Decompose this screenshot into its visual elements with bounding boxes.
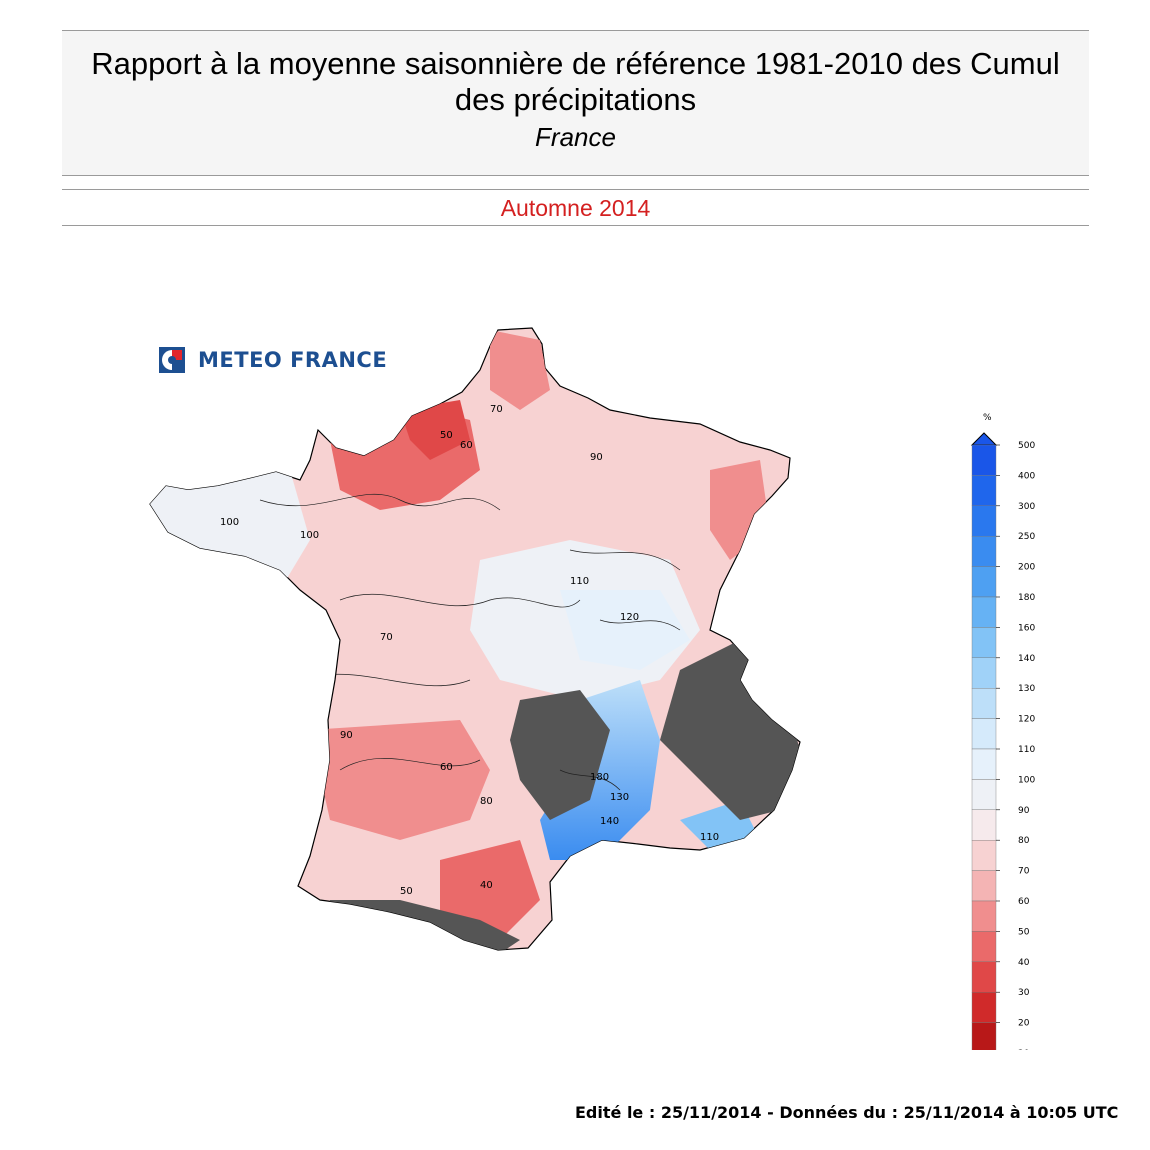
footer-edit-info: Edité le : 25/11/2014 - Données du : 25/…	[575, 1103, 1119, 1122]
legend-tick-label: 300	[1018, 502, 1035, 512]
legend-tick-label: 30	[1018, 988, 1030, 998]
legend-band	[971, 809, 997, 841]
period-label: Automne 2014	[500, 195, 651, 221]
contour-label: 130	[610, 792, 629, 803]
legend-band	[971, 688, 997, 719]
legend-band	[971, 627, 997, 658]
contour-label: 80	[480, 796, 493, 807]
contour-label: 50	[440, 430, 453, 441]
contour-label: 40	[480, 880, 493, 891]
contour-label: 120	[620, 612, 639, 623]
legend-tick-label: 40	[1018, 958, 1030, 968]
contour-label: 60	[460, 440, 473, 451]
precipitation-map: 50 60 70 80 90 100 110 120 130 140 180 4…	[149, 327, 801, 951]
legend-tick-label: 70	[1018, 867, 1030, 877]
legend-tick-label: 20	[1018, 1019, 1030, 1029]
contour-label: 100	[300, 530, 319, 541]
legend-tick-label: 130	[1018, 684, 1035, 694]
legend-band	[971, 475, 997, 507]
contour-label: 70	[490, 404, 503, 415]
legend-band	[971, 596, 997, 628]
legend-band	[971, 870, 997, 902]
legend-band	[971, 961, 997, 993]
legend-band	[971, 840, 997, 871]
legend-tick-label: 80	[1018, 836, 1030, 846]
legend-tick-label: 20	[1018, 1049, 1030, 1050]
legend-bands: 500 400 300 250 200 180 160 140 130 120 110 100 90 80…	[970, 432, 1035, 1050]
legend-tick-label: 140	[1018, 654, 1035, 664]
map-title: Rapport à la moyenne saisonnière de réfé…	[91, 46, 1060, 117]
legend-band	[971, 535, 997, 567]
legend-band	[971, 779, 997, 810]
contour-label: 50	[400, 886, 413, 897]
contour-label: 180	[590, 772, 609, 783]
legend-tick-label: 160	[1018, 623, 1035, 633]
legend: % 500 400 300 250 200 180 160 140 130 120 110 100 90…	[970, 413, 1035, 1050]
contour-label: 90	[590, 452, 603, 463]
divider-bottom	[62, 225, 1089, 226]
legend-tick-label: 250	[1018, 532, 1035, 542]
contour-label: 100	[220, 517, 239, 528]
legend-unit: %	[983, 413, 992, 423]
meteo-france-logo-icon	[159, 347, 185, 373]
title-box: Rapport à la moyenne saisonnière de réfé…	[62, 30, 1089, 176]
contour-label: 70	[380, 632, 393, 643]
contour-label: 60	[440, 762, 453, 773]
legend-band	[971, 657, 997, 689]
legend-arrow-top	[970, 432, 998, 446]
legend-tick-label: 90	[1018, 806, 1030, 816]
legend-tick-label: 120	[1018, 715, 1035, 725]
contour-label: 90	[340, 730, 353, 741]
legend-band	[971, 1022, 997, 1050]
contour-label: 80	[560, 372, 573, 383]
legend-tick-label: 400	[1018, 471, 1035, 481]
legend-tick-label: 50	[1018, 927, 1030, 937]
contour-label: 110	[570, 576, 589, 587]
meteo-france-logo-text: METEO FRANCE	[198, 348, 388, 372]
legend-band	[971, 566, 997, 598]
legend-tick-label: 110	[1018, 745, 1035, 755]
legend-tick-label: 100	[1018, 775, 1035, 785]
legend-band	[971, 718, 997, 750]
contour-label: 110	[700, 832, 719, 843]
legend-band	[971, 992, 997, 1023]
divider-top	[62, 189, 1089, 190]
meteo-france-logo: METEO FRANCE	[158, 345, 387, 375]
legend-tick-label: 60	[1018, 897, 1030, 907]
legend-tick-label: 200	[1018, 563, 1035, 573]
map-region: France	[535, 122, 616, 152]
contour-label: 140	[600, 816, 619, 827]
legend-tick-label: 180	[1018, 593, 1035, 603]
legend-band	[971, 748, 997, 780]
legend-band	[971, 444, 997, 476]
legend-band	[971, 900, 997, 932]
legend-band	[971, 931, 997, 963]
legend-tick-label: 500	[1018, 441, 1035, 451]
legend-band	[971, 505, 997, 537]
